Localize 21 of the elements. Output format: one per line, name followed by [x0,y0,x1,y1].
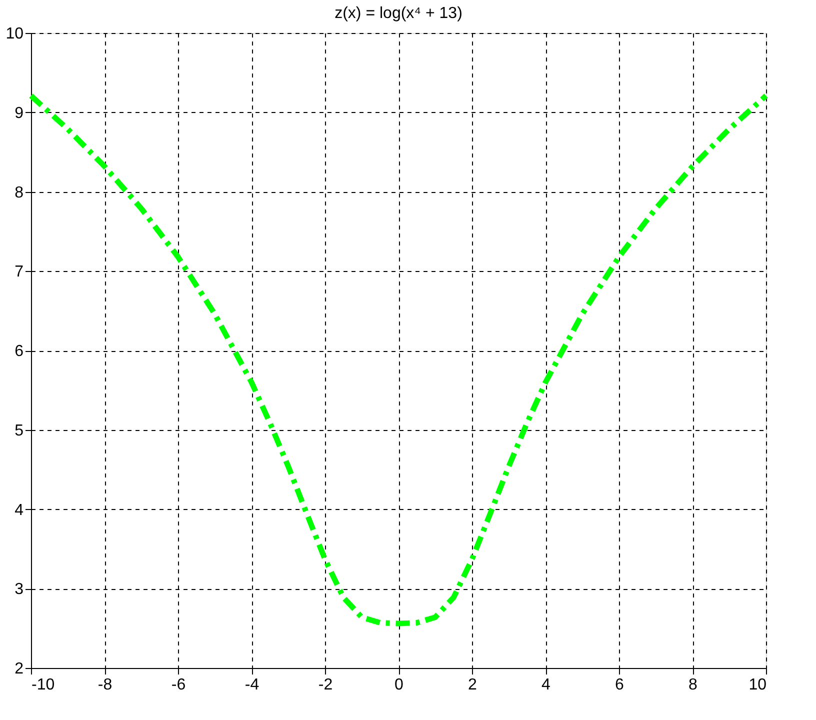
x-tick-label: 2 [468,676,478,694]
x-tick-label: 4 [542,676,551,694]
y-tick-label: 10 [6,26,24,42]
y-tick-label: 3 [14,581,24,598]
x-tick-label: 8 [688,676,698,694]
x-tick-label: 6 [615,676,624,694]
y-tick-label: 7 [14,264,24,281]
y-tick-label: 2 [14,660,24,678]
y-tick-label: 9 [14,104,24,122]
y-tick-label: 8 [14,184,24,202]
x-tick-label: -6 [171,676,186,694]
y-tick-label: 5 [14,422,24,440]
x-tick-label: -4 [244,676,260,694]
x-tick-label: -10 [32,676,55,694]
x-tick-label: 10 [748,676,767,694]
y-tick-label: 4 [14,502,24,519]
x-tick-label: 0 [394,676,404,694]
chart-title: z(x) = log(x⁴ + 13) [334,5,462,22]
y-tick-label: 6 [14,343,24,360]
x-tick-label: -2 [318,676,333,694]
x-tick-label: -8 [98,676,112,694]
